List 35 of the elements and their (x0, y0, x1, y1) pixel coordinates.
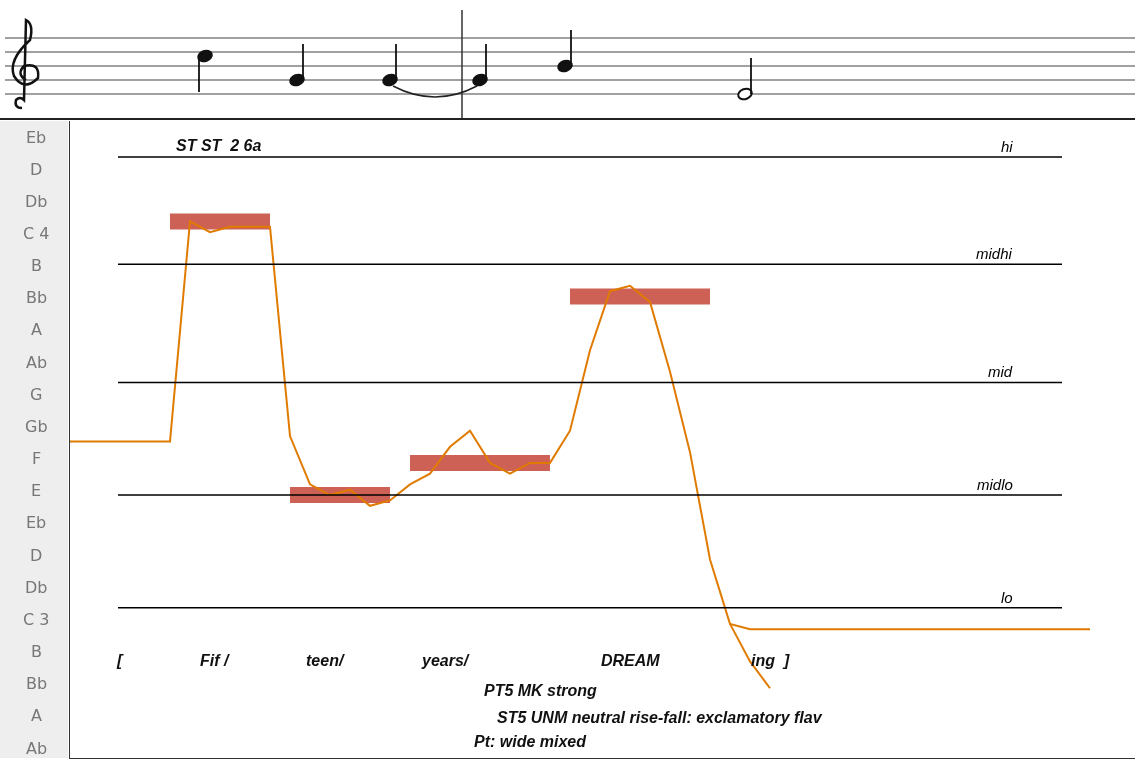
annotation: Fif / (200, 652, 230, 669)
text: B (31, 256, 42, 275)
ref-line-label: lo (1001, 589, 1013, 606)
text: A (31, 320, 42, 339)
annotation: teen/ (306, 652, 345, 669)
ref-line-label: mid (988, 363, 1013, 380)
text: E (31, 481, 42, 500)
text: D (30, 160, 43, 179)
text: ST ST 2 6a (176, 137, 262, 154)
annotation: ST5 UNM neutral rise-fall: exclamatory flav (497, 709, 823, 726)
ref-line-label: midlo (977, 476, 1013, 493)
annotation: [ (116, 652, 124, 669)
text: F (32, 449, 42, 468)
text: Eb (26, 128, 47, 147)
text: G (30, 385, 43, 404)
text: B (31, 642, 42, 661)
text: D (30, 546, 43, 565)
text: A (31, 706, 42, 725)
text: Db (25, 192, 48, 211)
text: Gb (25, 417, 48, 436)
annotation: years/ (421, 652, 470, 669)
annotation: PT5 MK strong (484, 682, 598, 699)
text: C 3 (23, 610, 50, 629)
annotation: DREAM (601, 652, 661, 669)
ref-line-label: hi (1001, 138, 1014, 155)
text: Bb (26, 288, 48, 307)
annotation: ing ] (751, 652, 790, 669)
text: Ab (26, 739, 48, 758)
text: Db (25, 578, 48, 597)
text: C 4 (23, 224, 50, 243)
text: Eb (26, 513, 47, 532)
text: Bb (26, 674, 48, 693)
annotation: Pt: wide mixed (474, 733, 588, 750)
ref-line-label: midhi (976, 245, 1013, 262)
text: Ab (26, 353, 48, 372)
